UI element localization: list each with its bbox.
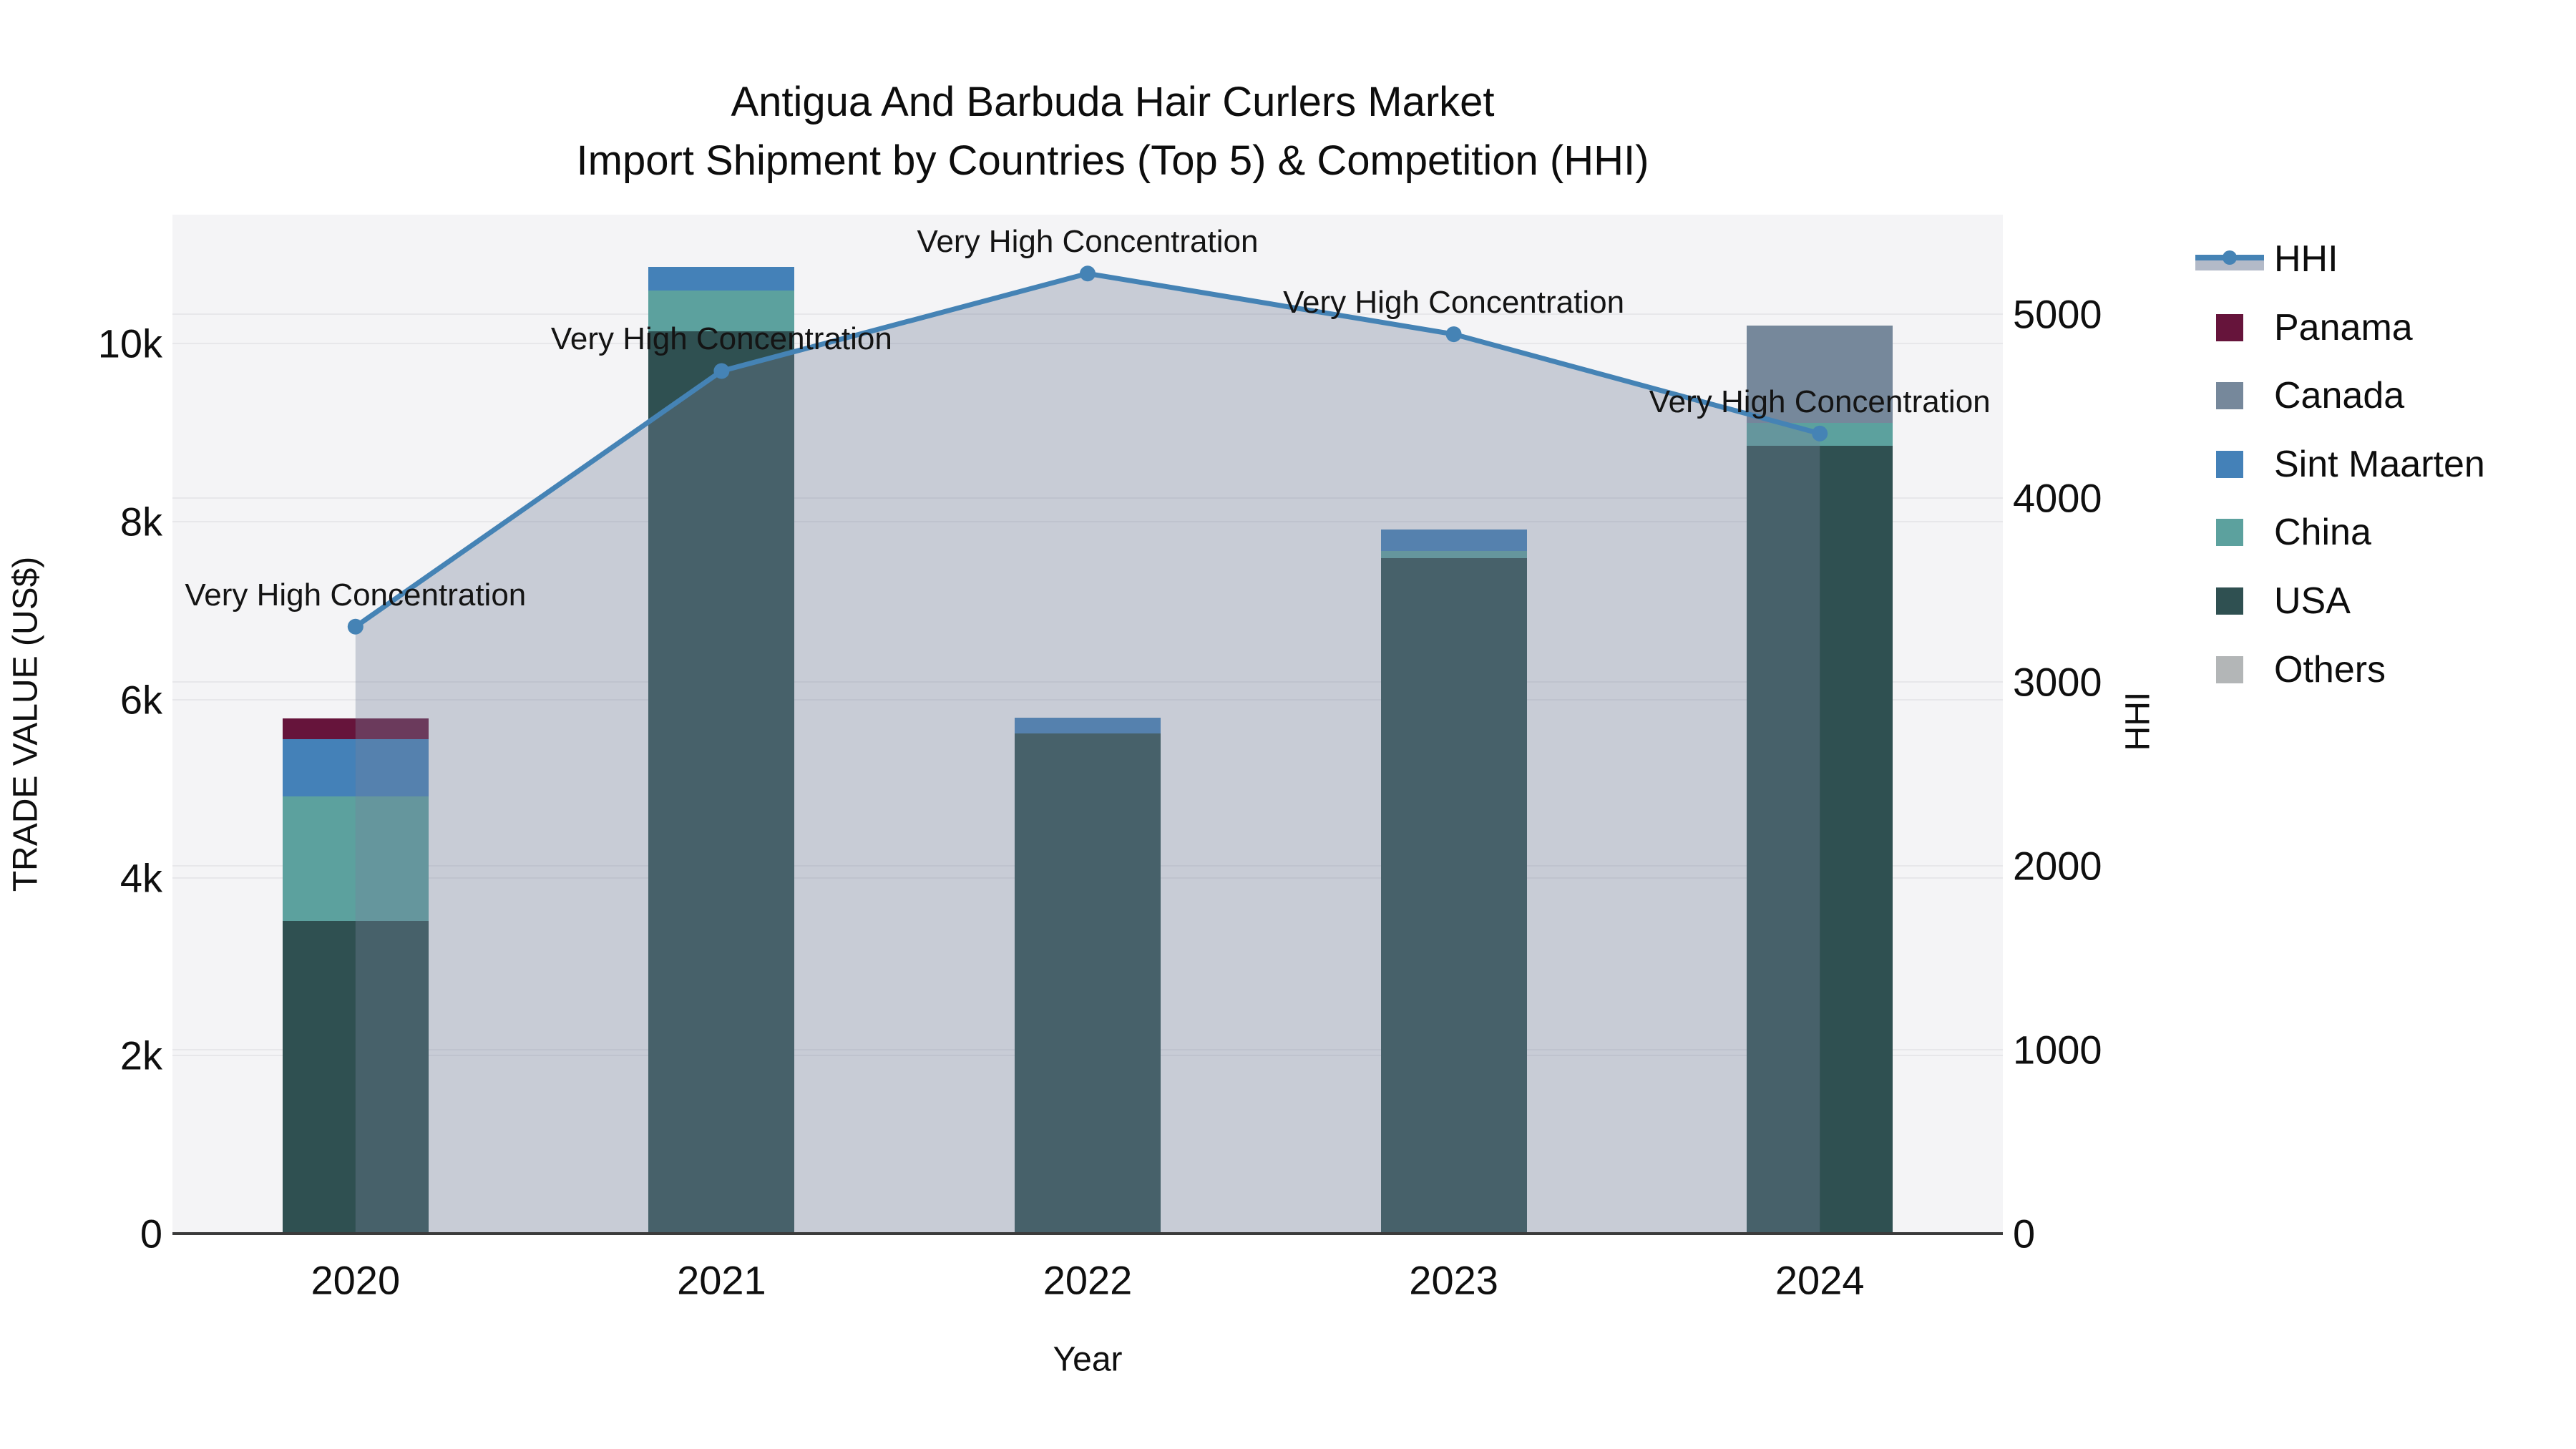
bar-segment-2023-sint-maarten — [1380, 530, 1527, 552]
bar-segment-2021-china — [648, 290, 795, 331]
x-tick-2020: 2020 — [311, 1257, 401, 1303]
y-tick-right-5000: 5000 — [2013, 291, 2102, 337]
bar-segment-2020-sint-maarten — [282, 738, 429, 797]
x-tick-2024: 2024 — [1775, 1257, 1865, 1303]
legend-swatch-panama-icon — [2216, 313, 2243, 341]
y-tick-right-2000: 2000 — [2013, 843, 2102, 889]
hhi-marker-2023 — [1445, 326, 1462, 343]
bar-segment-2024-usa — [1747, 446, 1893, 1234]
annotation-2020: Very High Concentration — [185, 577, 527, 613]
legend-label-canada: Canada — [2274, 375, 2405, 417]
x-tick-2023: 2023 — [1409, 1257, 1498, 1303]
y-tick-right-1000: 1000 — [2013, 1027, 2102, 1073]
y-tick-right-4000: 4000 — [2013, 475, 2102, 521]
legend-label-others: Others — [2274, 648, 2386, 691]
y-tick-left-10k: 10k — [97, 321, 162, 366]
y-tick-left-6k: 6k — [119, 677, 162, 723]
annotation-2022: Very High Concentration — [917, 224, 1259, 260]
legend-swatch-canada-icon — [2216, 382, 2243, 410]
y-axis-title-left: TRADE VALUE (US$) — [6, 556, 45, 892]
bar-segment-2020-china — [282, 796, 429, 922]
legend-swatch-hhi-line-icon — [2195, 245, 2264, 273]
bar-segment-2022-usa — [1015, 733, 1161, 1234]
legend-swatch-sint-maarten-icon — [2216, 450, 2243, 478]
legend-hhi-marker-swatch — [2223, 250, 2237, 265]
legend-item-hhi: HHI — [2187, 236, 2573, 282]
y-tick-left-4k: 4k — [119, 855, 162, 901]
hhi-area-fill — [355, 273, 1820, 1234]
legend-item-usa: USA — [2187, 578, 2573, 624]
bar-segment-2021-usa — [648, 331, 795, 1234]
legend-item-panama: Panama — [2187, 305, 2573, 351]
y-tick-left-2k: 2k — [119, 1033, 162, 1078]
gridline-right-5000 — [172, 313, 2003, 315]
gridline-left-8000 — [172, 521, 2003, 523]
gridline-right-4000 — [172, 497, 2003, 499]
bar-segment-2021-sint-maarten — [648, 267, 795, 291]
chart-title: Antigua And Barbuda Hair Curlers Market … — [577, 73, 1649, 190]
legend-label-china: China — [2274, 512, 2371, 554]
legend-item-canada: Canada — [2187, 373, 2573, 419]
plot-area — [172, 215, 2003, 1234]
bar-segment-2022-sint-maarten — [1015, 717, 1161, 734]
gridline-right-3000 — [172, 680, 2003, 683]
chart-title-line2: Import Shipment by Countries (Top 5) & C… — [576, 137, 1649, 184]
y-tick-left-0: 0 — [140, 1211, 162, 1257]
y-axis-title-right: HHI — [2119, 691, 2157, 751]
legend-item-others: Others — [2187, 647, 2573, 693]
x-tick-2022: 2022 — [1043, 1257, 1133, 1303]
legend-swatch-others-icon — [2216, 655, 2243, 683]
legend-item-china: China — [2187, 509, 2573, 555]
annotation-2021: Very High Concentration — [550, 321, 892, 357]
legend-label-hhi: HHI — [2274, 238, 2338, 280]
bar-segment-2020-usa — [282, 921, 429, 1234]
y-tick-right-3000: 3000 — [2013, 659, 2102, 705]
hhi-marker-2020 — [347, 618, 364, 635]
legend-item-sint-maarten: Sint Maarten — [2187, 441, 2573, 487]
legend-swatch-usa-icon — [2216, 587, 2243, 615]
bar-segment-2023-usa — [1380, 558, 1527, 1234]
legend-label-panama: Panama — [2274, 306, 2413, 348]
y-tick-right-0: 0 — [2013, 1211, 2036, 1257]
gridline-left-6000 — [172, 698, 2003, 701]
bar-segment-2020-panama — [282, 718, 429, 739]
chart-title-line1: Antigua And Barbuda Hair Curlers Market — [731, 79, 1495, 125]
hhi-marker-2024 — [1812, 425, 1828, 441]
x-tick-2021: 2021 — [677, 1257, 766, 1303]
gridline-left-10000 — [172, 343, 2003, 345]
hhi-marker-2022 — [1080, 265, 1096, 282]
annotation-2023: Very High Concentration — [1283, 285, 1625, 321]
annotation-2024: Very High Concentration — [1649, 384, 1991, 419]
legend-label-usa: USA — [2274, 580, 2351, 622]
bar-segment-2024-canada — [1747, 326, 1893, 424]
hhi-line-layer — [347, 265, 1828, 1234]
legend-swatch-china-icon — [2216, 519, 2243, 547]
y-tick-left-8k: 8k — [119, 499, 162, 545]
hhi-marker-2021 — [713, 363, 730, 379]
x-axis-spine — [172, 1232, 2003, 1235]
legend-label-sint-maarten: Sint Maarten — [2274, 443, 2485, 485]
bar-segment-2023-china — [1380, 551, 1527, 559]
x-axis-title: Year — [1053, 1340, 1123, 1379]
